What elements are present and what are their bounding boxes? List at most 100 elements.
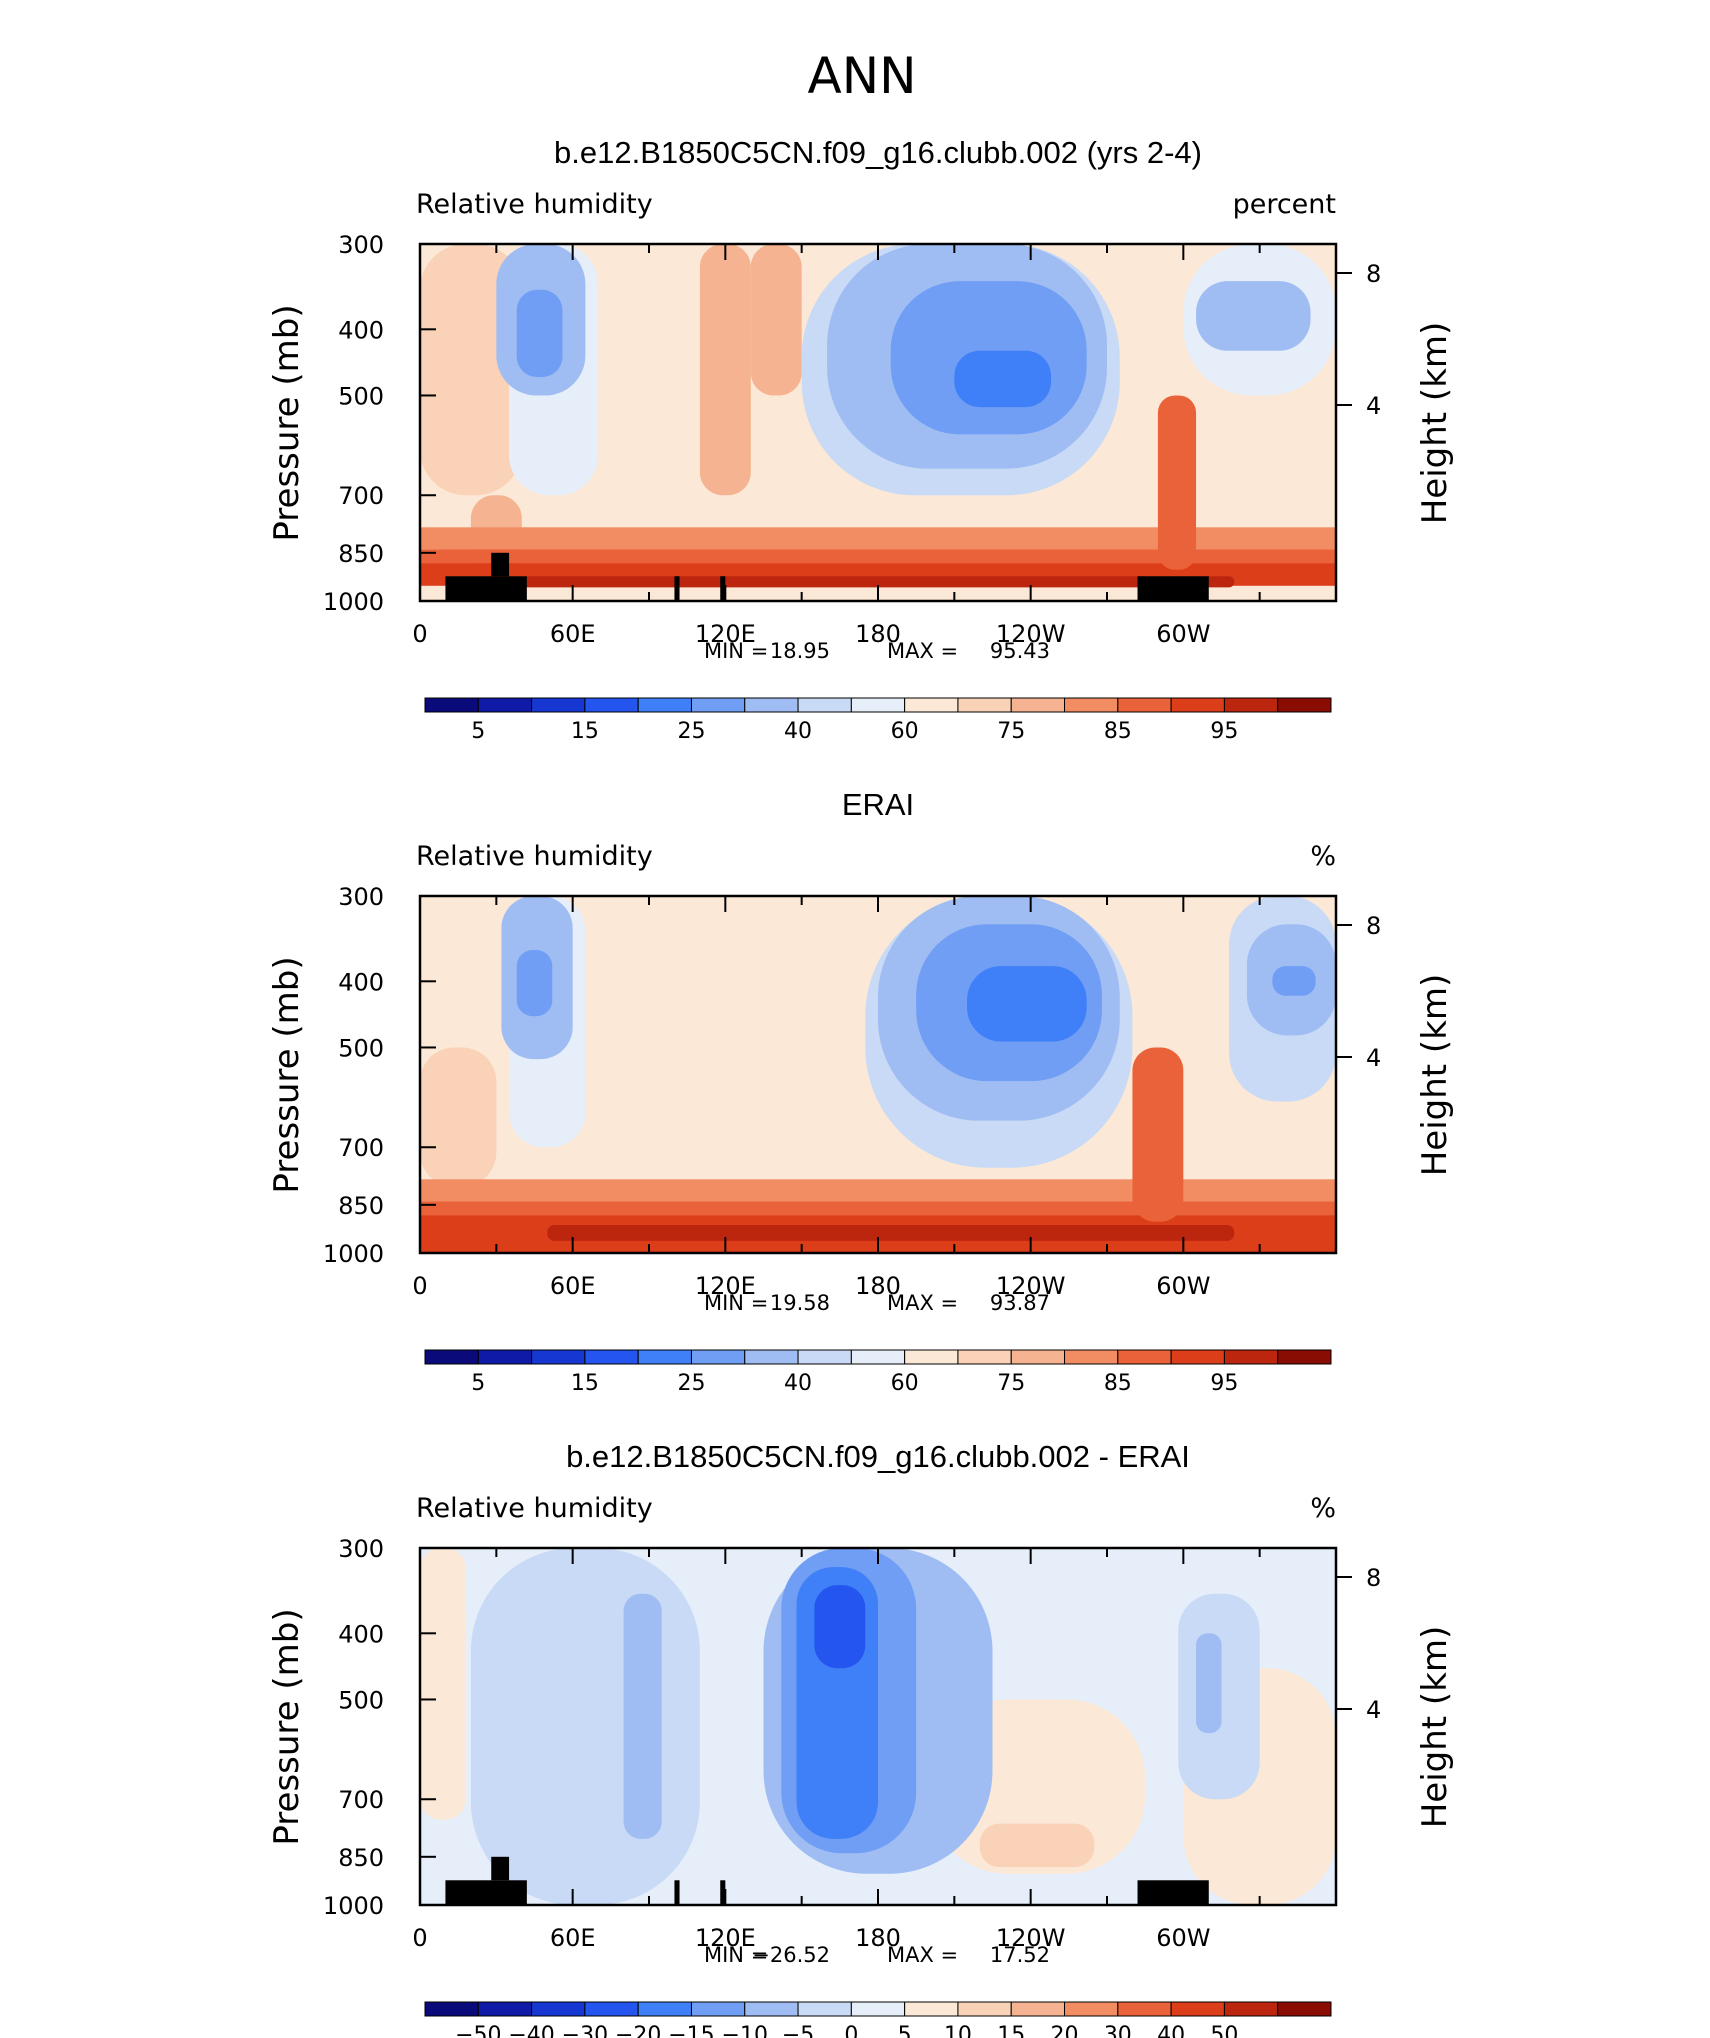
colorbar-swatch xyxy=(1117,2001,1172,2017)
colorbar-label: 0 xyxy=(844,2023,858,2038)
colorbar-swatch xyxy=(1223,2001,1279,2017)
colorbar-label: 75 xyxy=(997,719,1025,744)
x-tick-label: 60W xyxy=(1156,620,1210,648)
contour-region xyxy=(814,1585,866,1669)
min-label: MIN = xyxy=(704,1291,768,1315)
x-tick-label: 180 xyxy=(855,1272,901,1300)
colorbar-swatch xyxy=(690,1349,746,1365)
colorbar-swatch xyxy=(637,697,692,713)
colorbar-label: 60 xyxy=(891,1371,919,1396)
x-tick-label: 0 xyxy=(412,620,427,648)
x-tick-label: 180 xyxy=(855,620,901,648)
contour-region xyxy=(1272,966,1316,996)
colorbar-swatch xyxy=(531,1349,586,1365)
y-axis-title: Pressure (mb) xyxy=(267,1608,307,1845)
colorbar-swatch xyxy=(797,2001,852,2017)
colorbar-label: 40 xyxy=(784,719,812,744)
land-mask xyxy=(674,1880,680,1905)
colorbar-label: 50 xyxy=(1210,2023,1238,2038)
contour-region xyxy=(420,527,1336,550)
y-tick-label: 300 xyxy=(338,231,384,259)
colorbar-swatch xyxy=(531,697,586,713)
contour-region xyxy=(420,1179,1336,1202)
colorbar-swatch xyxy=(1010,2001,1066,2017)
colorbar-swatch xyxy=(1277,697,1332,713)
contour-region xyxy=(623,1593,662,1839)
x-tick-label: 60E xyxy=(550,1272,596,1300)
contour-field xyxy=(420,244,1336,601)
contour-region xyxy=(420,1201,1336,1216)
y-tick-label: 700 xyxy=(338,1786,384,1814)
contour-region xyxy=(954,350,1052,408)
y-tick-label: 700 xyxy=(338,482,384,510)
max-label: MAX = xyxy=(887,1291,958,1315)
y2-tick-label: 4 xyxy=(1366,1044,1381,1072)
y-tick-label: 400 xyxy=(338,968,384,996)
colorbar-label: −10 xyxy=(722,2023,768,2038)
colorbar-swatch xyxy=(1277,2001,1332,2017)
contour-region xyxy=(420,1047,497,1187)
contour-region xyxy=(1157,395,1197,570)
colorbar-swatch xyxy=(584,2001,639,2017)
max-label: MAX = xyxy=(887,639,958,663)
x-tick-label: 120W xyxy=(996,1924,1066,1952)
colorbar-swatch xyxy=(1064,2001,1119,2017)
y-tick-label: 850 xyxy=(338,540,384,568)
colorbar-swatch xyxy=(1170,697,1225,713)
y-tick-label: 850 xyxy=(338,1192,384,1220)
panel-title: b.e12.B1850C5CN.f09_g16.clubb.002 (yrs 2… xyxy=(554,135,1202,170)
colorbar-label: −20 xyxy=(615,2023,661,2038)
x-tick-label: 0 xyxy=(412,1272,427,1300)
y-tick-label: 1000 xyxy=(323,588,384,616)
contour-region xyxy=(420,244,522,496)
contour-region xyxy=(1196,1633,1222,1734)
y-tick-label: 400 xyxy=(338,1620,384,1648)
max-value: 17.52 xyxy=(990,1943,1050,1967)
colorbar-label: 25 xyxy=(677,1371,705,1396)
y-axis-title: Pressure (mb) xyxy=(267,304,307,541)
colorbar-swatch xyxy=(904,1349,959,1365)
colorbar-swatch xyxy=(1064,697,1119,713)
colorbar-swatch xyxy=(531,2001,586,2017)
colorbar-label: 5 xyxy=(898,2023,912,2038)
colorbar-swatch xyxy=(477,1349,533,1365)
colorbar-swatch xyxy=(744,697,799,713)
y2-tick-label: 8 xyxy=(1366,260,1381,288)
colorbar-swatch xyxy=(1223,1349,1279,1365)
x-tick-label: 0 xyxy=(412,1924,427,1952)
colorbar-swatch xyxy=(1223,697,1279,713)
units-label: % xyxy=(1310,841,1336,872)
contour-region xyxy=(521,576,1235,588)
colorbar-swatch xyxy=(797,697,852,713)
figure-title: ANN xyxy=(807,47,916,105)
colorbar-swatch xyxy=(850,697,906,713)
min-label: MIN = xyxy=(704,1943,768,1967)
colorbar-label: 20 xyxy=(1051,2023,1079,2038)
contour-region xyxy=(1196,281,1311,351)
colorbar-swatch xyxy=(1170,1349,1225,1365)
variable-label: Relative humidity xyxy=(416,189,653,220)
contour-region xyxy=(1132,1047,1184,1222)
colorbar-swatch xyxy=(957,697,1012,713)
colorbar-swatch xyxy=(424,697,479,713)
contour-region xyxy=(420,549,1336,564)
colorbar-swatch xyxy=(637,1349,692,1365)
colorbar-swatch xyxy=(957,2001,1012,2017)
colorbar-swatch xyxy=(744,2001,799,2017)
y-tick-label: 500 xyxy=(338,1686,384,1714)
colorbar-swatch xyxy=(957,1349,1012,1365)
colorbar-swatch xyxy=(1064,1349,1119,1365)
y-tick-label: 500 xyxy=(338,1034,384,1062)
variable-label: Relative humidity xyxy=(416,1493,653,1524)
colorbar-label: −5 xyxy=(782,2023,814,2038)
y2-tick-label: 8 xyxy=(1366,1564,1381,1592)
y-tick-label: 1000 xyxy=(323,1240,384,1268)
land-mask xyxy=(1137,576,1209,601)
y2-tick-label: 8 xyxy=(1366,912,1381,940)
contour-region xyxy=(516,289,563,378)
colorbar-label: −40 xyxy=(508,2023,554,2038)
x-tick-label: 120E xyxy=(695,1272,756,1300)
colorbar-label: 60 xyxy=(891,719,919,744)
colorbar-label: 25 xyxy=(677,719,705,744)
